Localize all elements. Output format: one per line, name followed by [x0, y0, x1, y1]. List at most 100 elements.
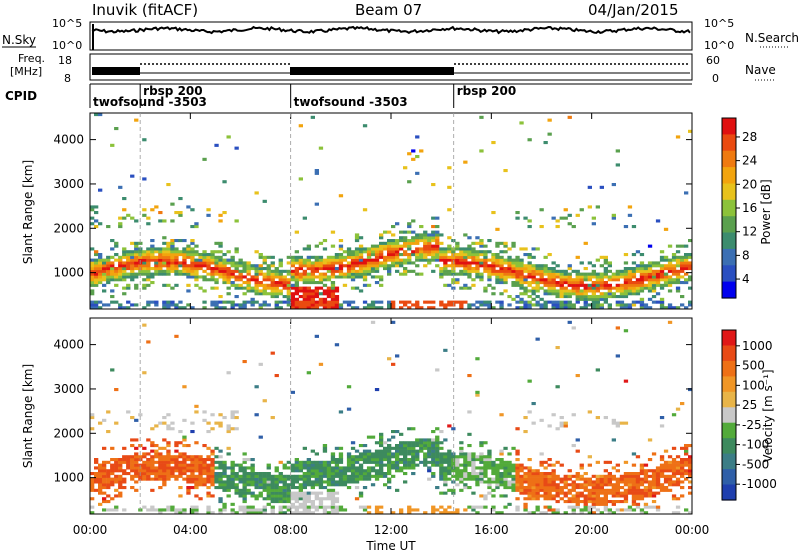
heatmap-cell — [90, 264, 95, 268]
heatmap-cell — [110, 472, 115, 476]
heatmap-cell — [663, 278, 669, 282]
heatmap-cell — [479, 272, 484, 276]
heatmap-cell — [551, 300, 556, 304]
heatmap-cell — [383, 244, 388, 248]
heatmap-cell — [667, 289, 673, 293]
heatmap-cell — [407, 449, 412, 453]
heatmap-cell — [330, 297, 336, 301]
heatmap-cell — [194, 410, 199, 414]
heatmap-cell — [447, 463, 452, 467]
heatmap-cell — [527, 477, 532, 481]
heatmap-cell — [539, 264, 544, 268]
heatmap-cell — [643, 474, 649, 478]
heatmap-cell — [318, 469, 324, 473]
heatmap-cell — [178, 197, 183, 201]
heatmap-cell — [411, 444, 416, 448]
heatmap-cell — [118, 483, 123, 487]
heatmap-cell — [318, 264, 324, 268]
heatmap-cell — [374, 264, 380, 268]
heatmap-cell — [684, 446, 689, 450]
heatmap-cell — [98, 269, 103, 273]
heatmap-cell — [130, 460, 135, 464]
heatmap-cell — [603, 469, 608, 473]
heatmap-cell — [250, 494, 255, 498]
y-tick-label: 4000 — [53, 338, 84, 352]
heatmap-cell — [487, 455, 492, 459]
heatmap-cell — [214, 278, 219, 282]
heatmap-cell — [342, 483, 348, 487]
heatmap-cell — [443, 261, 448, 265]
heatmap-cell — [270, 264, 275, 268]
heatmap-cell — [543, 477, 548, 481]
heatmap-cell — [282, 283, 287, 287]
x-tick-label: 04:00 — [173, 523, 208, 537]
heatmap-cell — [150, 444, 155, 448]
heatmap-cell — [142, 258, 147, 262]
heatmap-cell — [411, 427, 416, 431]
heatmap-cell — [688, 286, 693, 290]
heatmap-cell — [134, 474, 139, 478]
heatmap-cell — [358, 477, 364, 481]
heatmap-cell — [166, 253, 171, 257]
heatmap-cell — [595, 474, 600, 478]
heatmap-cell — [346, 477, 352, 481]
heatmap-cell — [118, 458, 123, 462]
heatmap-cell — [519, 283, 524, 287]
heatmap-cell — [162, 416, 167, 420]
heatmap-cell — [306, 508, 311, 512]
heatmap-cell — [647, 474, 653, 478]
heatmap-cell — [595, 281, 600, 285]
heatmap-cell — [138, 413, 143, 417]
heatmap-cell — [571, 488, 576, 492]
heatmap-cell — [527, 472, 532, 476]
heatmap-cell — [491, 463, 496, 467]
heatmap-cell — [423, 244, 428, 248]
heatmap-cell — [234, 483, 239, 487]
heatmap-cell — [659, 483, 665, 487]
heatmap-cell — [583, 278, 588, 282]
heatmap-cell — [387, 463, 392, 467]
heatmap-cell — [282, 497, 287, 501]
heatmap-cell — [387, 449, 392, 453]
heatmap-cell — [439, 441, 444, 445]
heatmap-cell — [290, 255, 295, 259]
heatmap-cell — [126, 472, 131, 476]
heatmap-cell — [399, 272, 404, 276]
heatmap-cell — [178, 494, 183, 498]
heatmap-cell — [218, 295, 223, 299]
heatmap-cell — [270, 295, 275, 299]
heatmap-cell — [234, 250, 239, 254]
heatmap-cell — [635, 267, 641, 271]
heatmap-cell — [547, 508, 552, 512]
heatmap-cell — [218, 449, 223, 453]
heatmap-cell — [623, 295, 629, 299]
heatmap-cell — [354, 469, 360, 473]
heatmap-cell — [162, 250, 167, 254]
heatmap-cell — [583, 477, 588, 481]
heatmap-cell — [342, 250, 348, 254]
heatmap-cell — [651, 480, 657, 484]
heatmap-cell — [495, 278, 500, 282]
heatmap-cell — [523, 303, 528, 307]
heatmap-cell — [310, 511, 315, 515]
heatmap-cell — [118, 474, 123, 478]
heatmap-cell — [214, 281, 219, 285]
heatmap-cell — [379, 306, 384, 310]
heatmap-cell — [366, 303, 372, 307]
heatmap-cell — [310, 303, 315, 307]
heatmap-cell — [306, 258, 311, 262]
heatmap-cell — [94, 258, 99, 262]
heatmap-cell — [370, 320, 376, 324]
heatmap-cell — [503, 281, 508, 285]
heatmap-cell — [475, 483, 480, 487]
heatmap-cell — [659, 455, 665, 459]
heatmap-cell — [591, 275, 596, 279]
heatmap-cell — [238, 477, 243, 481]
freq-block-2 — [290, 67, 454, 75]
heatmap-cell — [122, 261, 127, 265]
heatmap-cell — [595, 497, 600, 501]
heatmap-cell — [374, 275, 380, 279]
nave-tick-bottom: 0 — [712, 72, 719, 85]
heatmap-cell — [294, 477, 299, 481]
heatmap-cell — [350, 474, 356, 478]
